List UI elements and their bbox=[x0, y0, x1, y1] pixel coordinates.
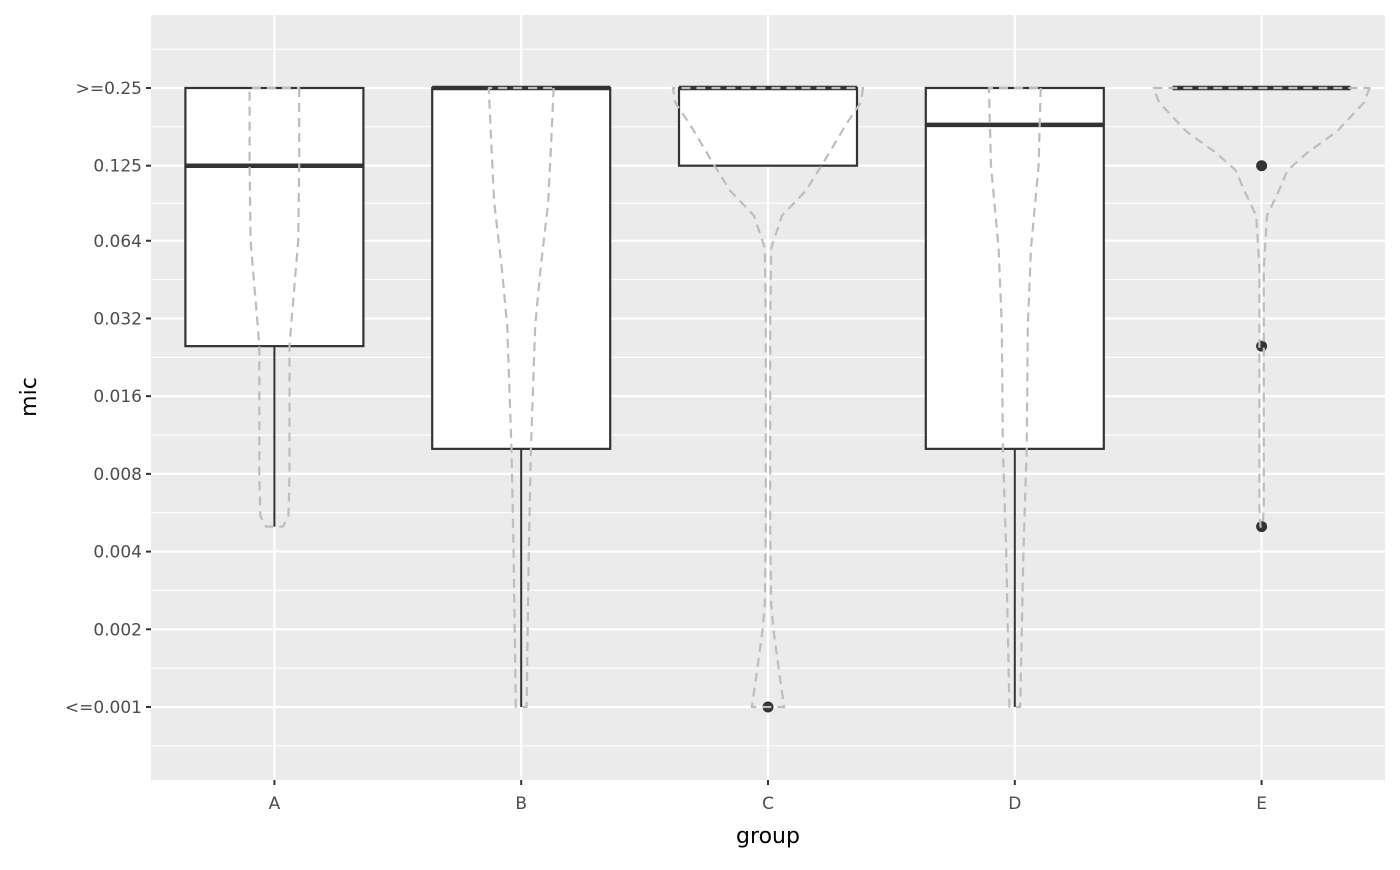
box bbox=[185, 88, 363, 346]
y-tick-label: 0.004 bbox=[93, 543, 142, 563]
box bbox=[432, 88, 610, 449]
y-tick-label: 0.008 bbox=[93, 465, 142, 485]
x-axis: A B C D E bbox=[269, 780, 1267, 814]
box bbox=[926, 88, 1104, 449]
y-tick-label: 0.064 bbox=[93, 232, 142, 252]
x-tick-label: C bbox=[762, 794, 774, 814]
y-tick-label: >=0.25 bbox=[76, 79, 142, 99]
y-tick-label: 0.032 bbox=[93, 309, 142, 329]
x-tick-label: E bbox=[1256, 794, 1267, 814]
x-tick-label: A bbox=[269, 794, 281, 814]
y-tick-label: 0.125 bbox=[93, 157, 142, 177]
y-axis-title: mic bbox=[17, 377, 42, 417]
y-tick-label: <=0.001 bbox=[65, 698, 142, 718]
x-axis-title: group bbox=[736, 824, 800, 849]
box bbox=[679, 88, 857, 166]
x-tick-label: B bbox=[515, 794, 527, 814]
x-tick-label: D bbox=[1008, 794, 1021, 814]
outlier-point bbox=[1256, 341, 1267, 352]
outlier-point bbox=[1256, 160, 1267, 171]
y-tick-label: 0.002 bbox=[93, 620, 142, 640]
y-tick-label: 0.016 bbox=[93, 387, 142, 407]
y-axis: <=0.001 0.002 0.004 0.008 0.016 0.032 0.064 0.1… bbox=[65, 79, 151, 718]
